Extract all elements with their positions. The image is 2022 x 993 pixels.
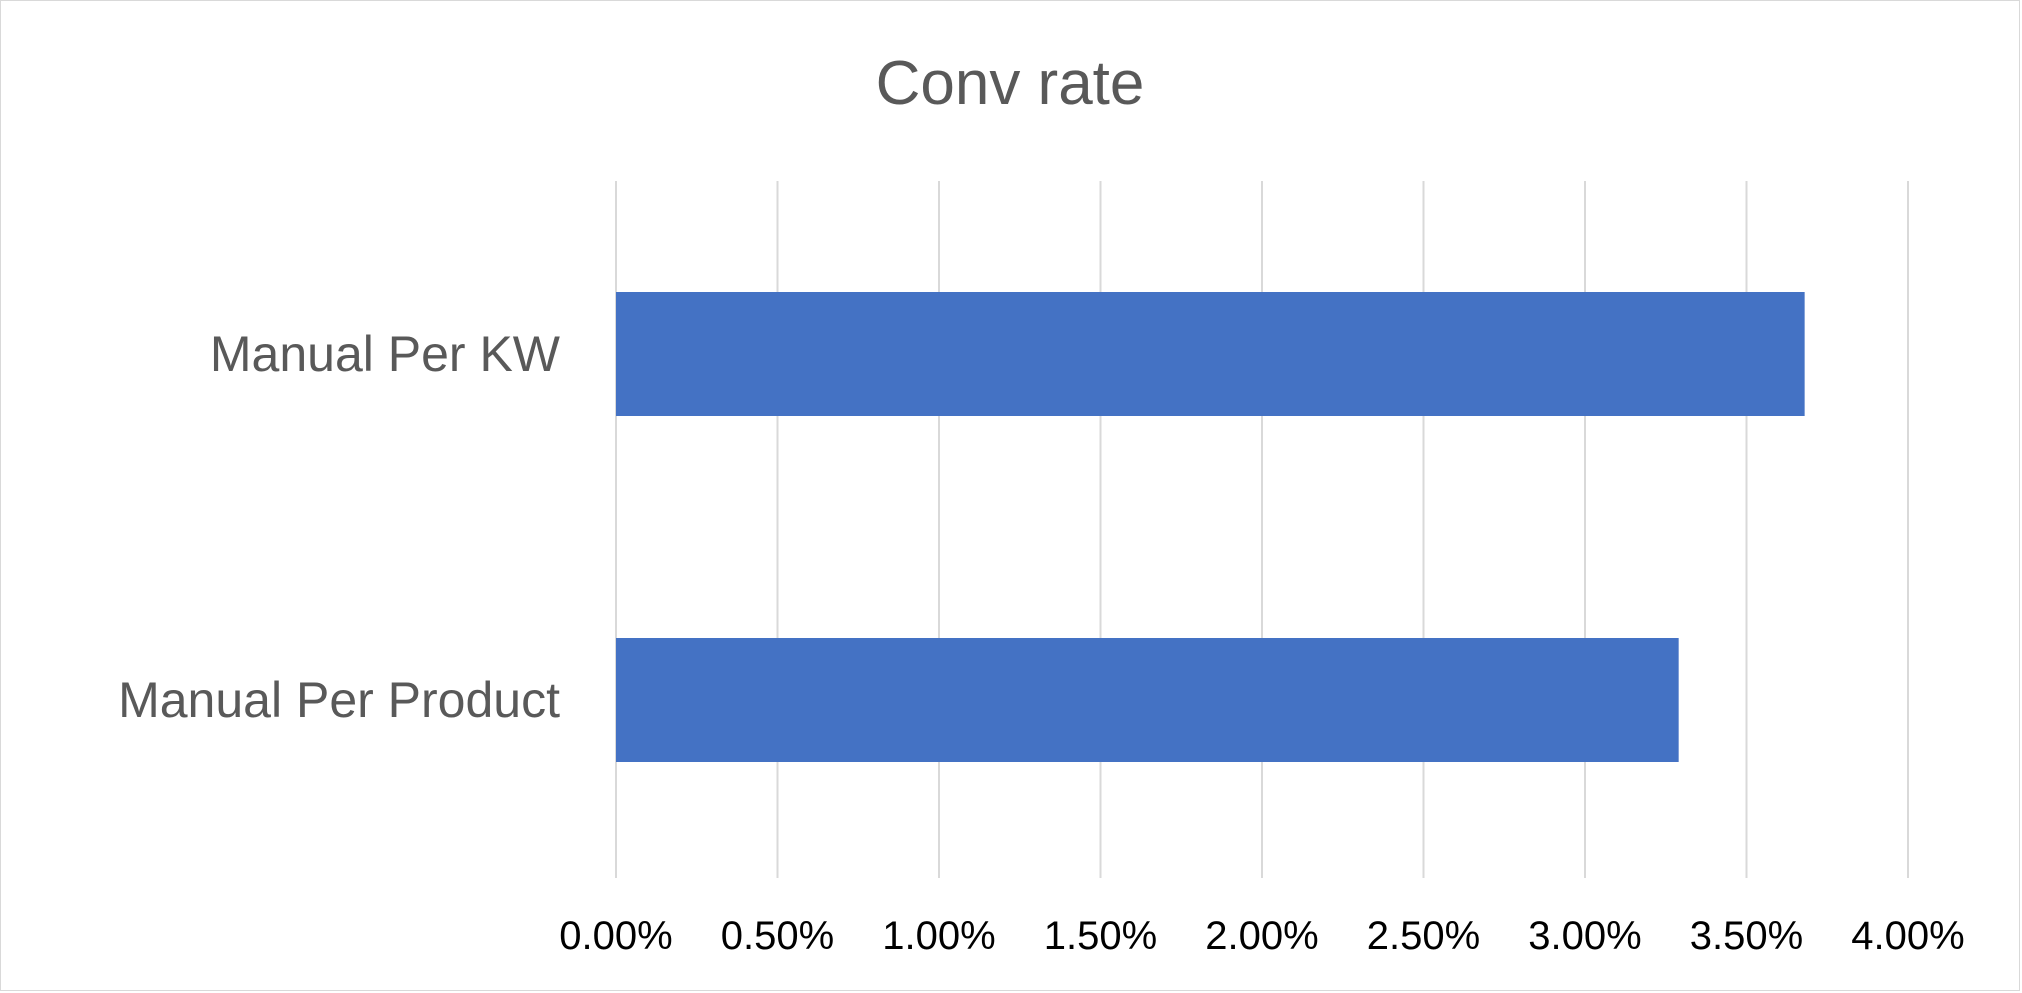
category-labels: Manual Per KW Manual Per Product: [118, 326, 561, 728]
x-axis-tick-labels: 0.00% 0.50% 1.00% 1.50% 2.00% 2.50% 3.00% 3.50%…: [559, 914, 1964, 958]
x-tick-label: 2.00%: [1205, 914, 1318, 958]
x-tick-label: 2.50%: [1367, 914, 1480, 958]
x-tick-label: 1.00%: [882, 914, 995, 958]
x-tick-label: 0.50%: [721, 914, 834, 958]
gridlines: [615, 181, 1909, 878]
chart-title: Conv rate: [876, 49, 1145, 118]
bars: [616, 292, 1805, 762]
category-label: Manual Per KW: [210, 326, 561, 382]
x-tick-label: 0.00%: [559, 914, 672, 958]
x-tick-label: 4.00%: [1851, 914, 1964, 958]
x-tick-label: 3.50%: [1690, 914, 1803, 958]
category-label: Manual Per Product: [118, 672, 560, 728]
x-tick-label: 1.50%: [1044, 914, 1157, 958]
x-tick-label: 3.00%: [1528, 914, 1641, 958]
bar: [616, 638, 1679, 762]
bar: [616, 292, 1805, 416]
